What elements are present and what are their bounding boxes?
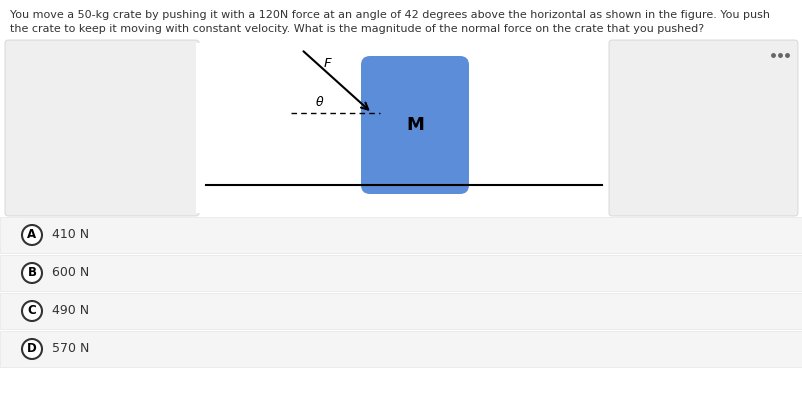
Text: B: B [27, 266, 36, 280]
Text: 410 N: 410 N [52, 229, 89, 241]
Text: F: F [323, 58, 330, 71]
Bar [0, 293, 802, 329]
FancyBboxPatch shape [5, 40, 199, 216]
Text: $\theta$: $\theta$ [315, 95, 324, 109]
Text: A: A [27, 229, 37, 241]
Bar [196, 43, 611, 213]
Circle shape [22, 263, 42, 283]
Bar [0, 331, 802, 367]
Text: M: M [406, 116, 423, 134]
Circle shape [22, 301, 42, 321]
Text: D: D [27, 343, 37, 355]
Bar [0, 255, 802, 291]
Circle shape [22, 339, 42, 359]
Text: C: C [27, 305, 36, 318]
Text: 600 N: 600 N [52, 266, 89, 280]
FancyBboxPatch shape [361, 56, 468, 194]
Text: 490 N: 490 N [52, 305, 89, 318]
Text: the crate to keep it moving with constant velocity. What is the magnitude of the: the crate to keep it moving with constan… [10, 24, 703, 34]
Text: 570 N: 570 N [52, 343, 89, 355]
FancyBboxPatch shape [608, 40, 797, 216]
Circle shape [22, 225, 42, 245]
Bar [0, 217, 802, 253]
Text: You move a 50-kg crate by pushing it with a 120N force at an angle of 42 degrees: You move a 50-kg crate by pushing it wit… [10, 10, 769, 20]
